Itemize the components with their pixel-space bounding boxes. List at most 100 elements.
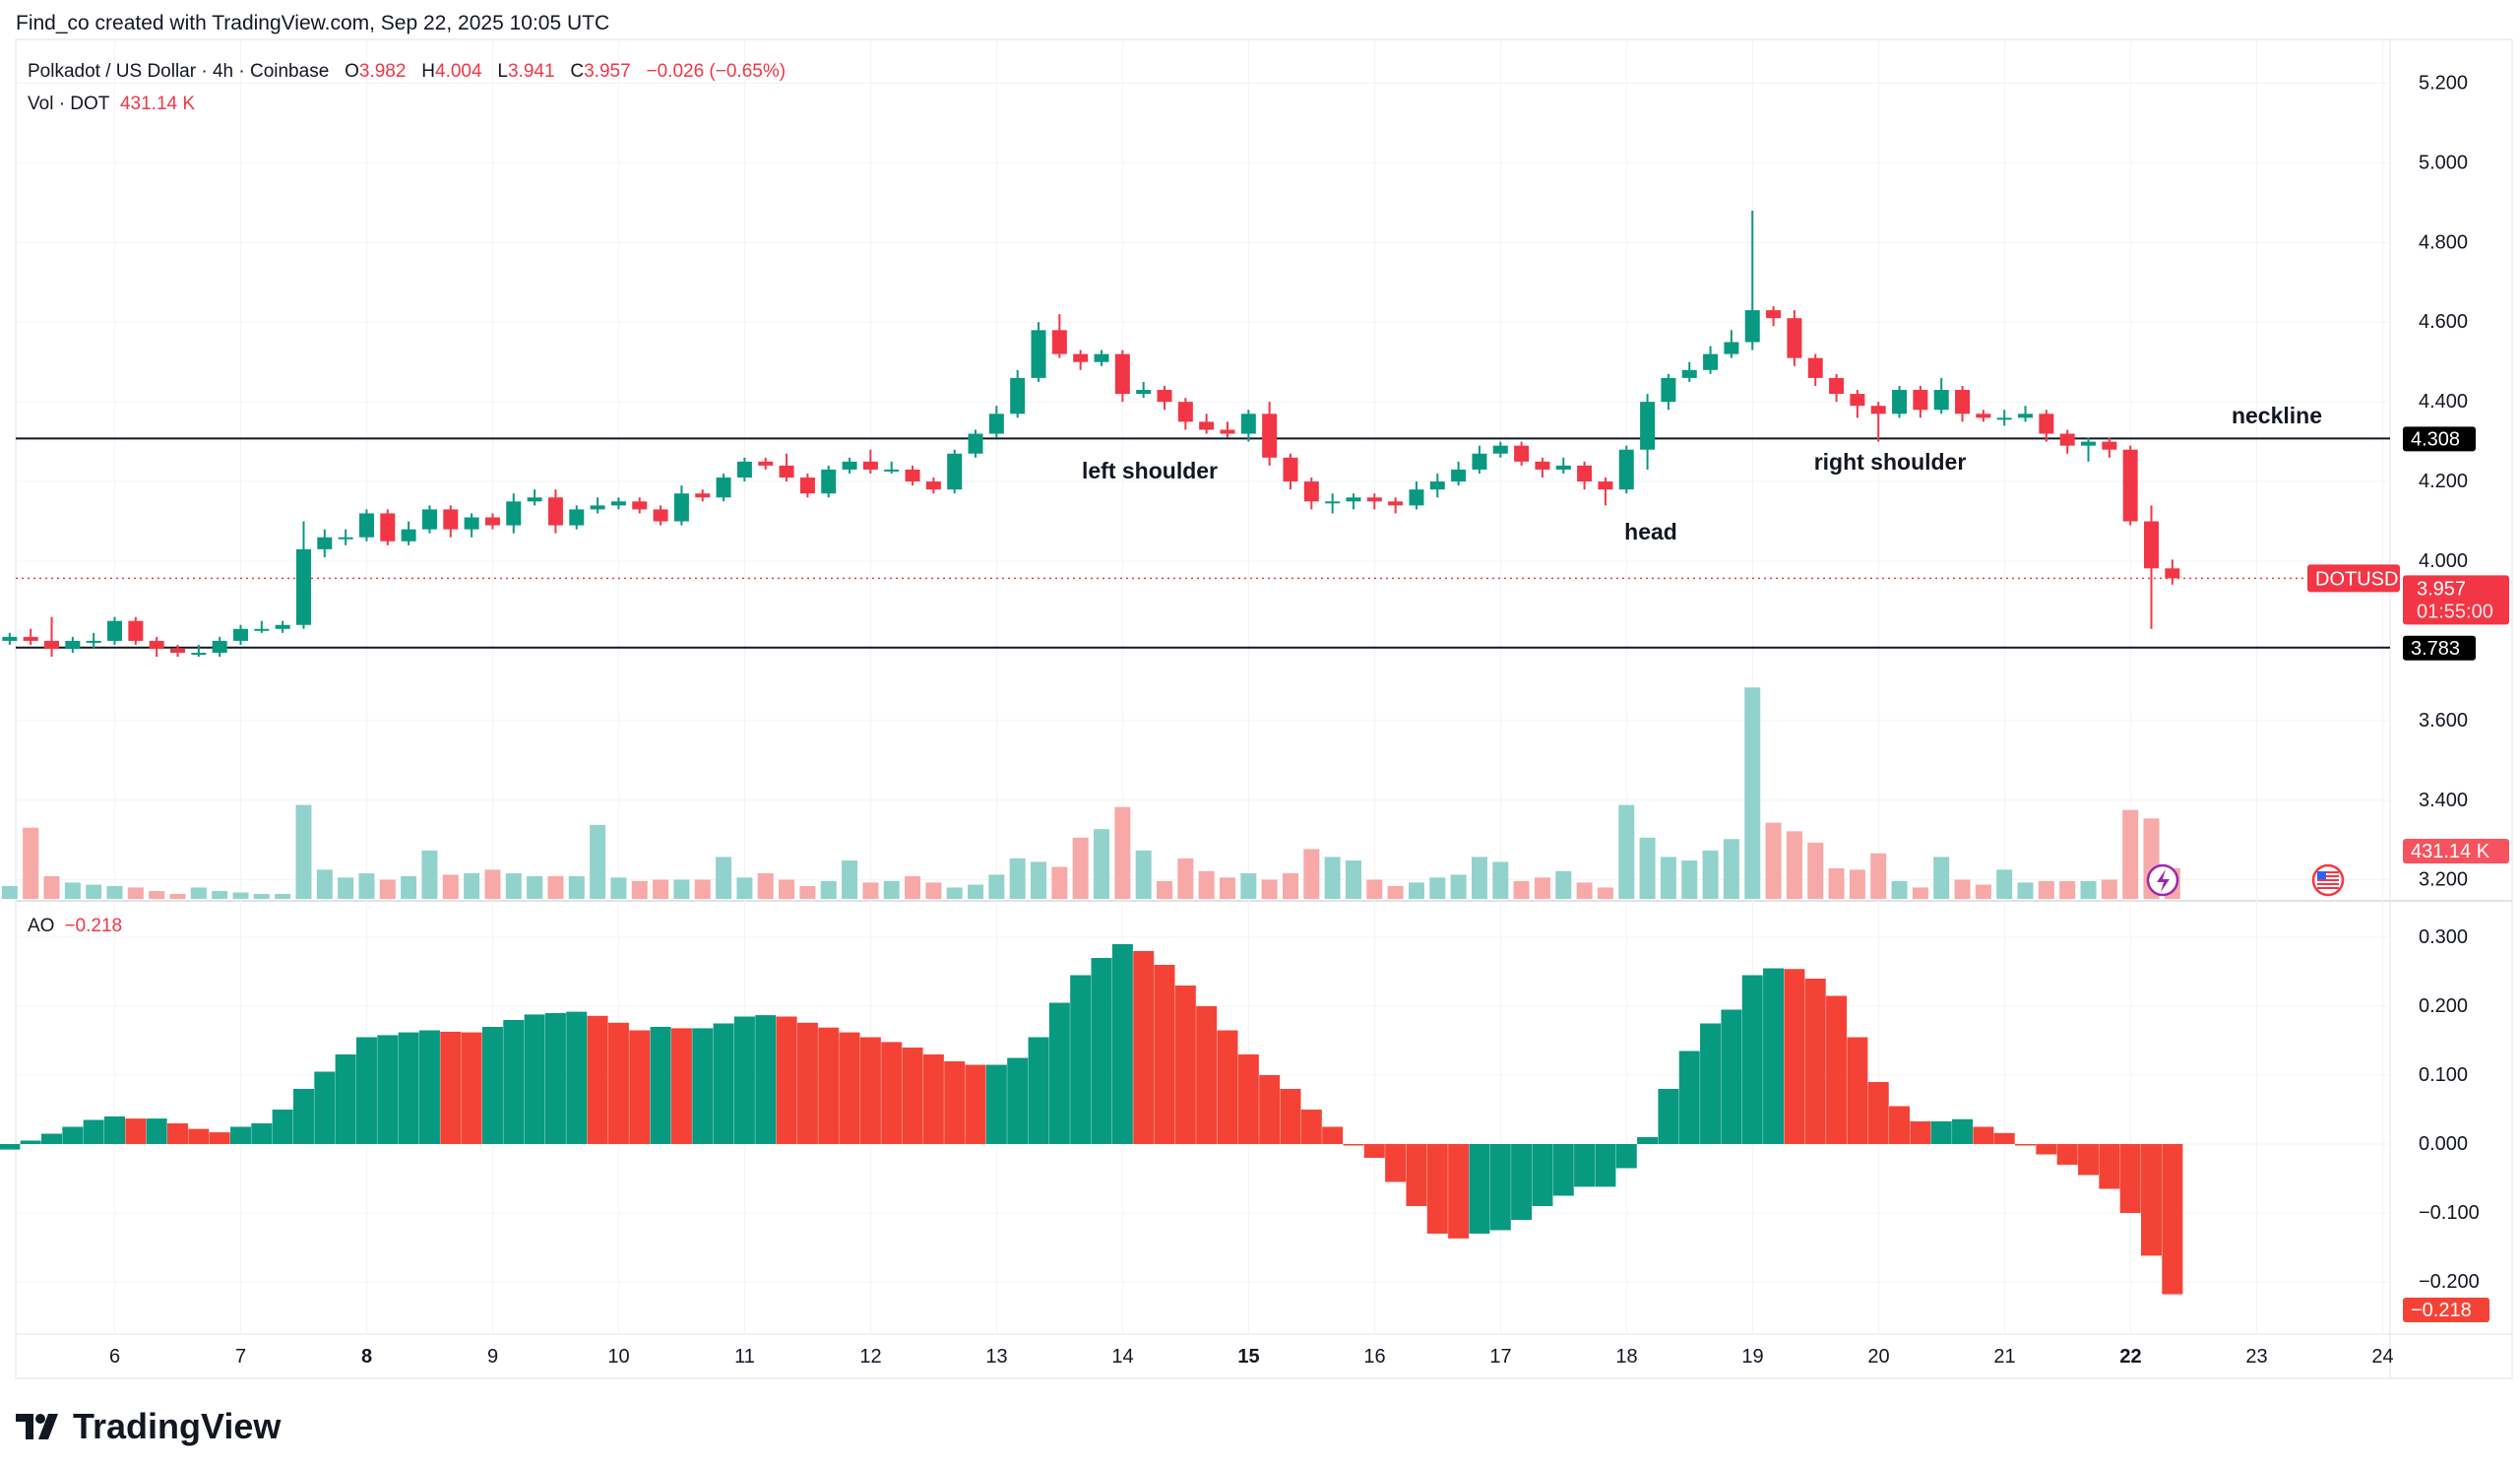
candle-body[interactable] bbox=[2102, 441, 2117, 450]
candle-body[interactable] bbox=[653, 509, 668, 522]
candle-body[interactable] bbox=[716, 478, 731, 498]
candle-body[interactable] bbox=[1429, 481, 1445, 490]
candle-body[interactable] bbox=[1598, 481, 1613, 490]
candle-body[interactable] bbox=[842, 461, 857, 470]
candle-body[interactable] bbox=[1051, 330, 1067, 354]
candle-body[interactable] bbox=[1996, 417, 2012, 420]
candle-body[interactable] bbox=[1492, 445, 1508, 454]
candle-body[interactable] bbox=[295, 548, 311, 625]
candle-body[interactable] bbox=[401, 529, 416, 541]
candle-body[interactable] bbox=[758, 461, 774, 466]
candle-body[interactable] bbox=[1829, 377, 1845, 395]
candle-body[interactable] bbox=[1618, 449, 1634, 490]
candle-body[interactable] bbox=[547, 497, 563, 526]
candle-body[interactable] bbox=[1073, 353, 1089, 362]
candle-body[interactable] bbox=[2144, 521, 2160, 569]
candle-body[interactable] bbox=[1807, 357, 1823, 378]
candle-body[interactable] bbox=[1577, 465, 1593, 482]
candle-body[interactable] bbox=[1472, 453, 1487, 470]
candle-body[interactable] bbox=[1114, 353, 1130, 395]
candle-body[interactable] bbox=[695, 493, 711, 498]
candle-body[interactable] bbox=[1451, 469, 1467, 482]
candle-body[interactable] bbox=[673, 493, 689, 522]
candle-body[interactable] bbox=[1661, 377, 1676, 403]
candle-body[interactable] bbox=[1136, 390, 1152, 395]
candle-body[interactable] bbox=[254, 628, 270, 631]
candle-body[interactable] bbox=[86, 640, 101, 643]
candle-body[interactable] bbox=[1514, 445, 1530, 462]
candle-body[interactable] bbox=[1157, 390, 1172, 403]
candle-body[interactable] bbox=[2, 636, 18, 641]
candle-body[interactable] bbox=[1303, 481, 1319, 502]
candle-body[interactable] bbox=[1850, 394, 1865, 407]
candle-body[interactable] bbox=[799, 478, 815, 494]
candle-body[interactable] bbox=[212, 640, 227, 654]
candle-body[interactable] bbox=[988, 414, 1004, 434]
annotation-right-shoulder[interactable]: right shoulder bbox=[1814, 449, 1967, 475]
candle-body[interactable] bbox=[1325, 501, 1341, 504]
candle-body[interactable] bbox=[1933, 390, 1949, 411]
annotation-neckline[interactable]: neckline bbox=[2232, 403, 2322, 428]
candle-body[interactable] bbox=[1555, 465, 1571, 470]
candle-body[interactable] bbox=[1640, 402, 1656, 450]
candle-body[interactable] bbox=[1955, 390, 1971, 414]
candle-body[interactable] bbox=[527, 497, 542, 502]
candle-body[interactable] bbox=[1892, 390, 1908, 414]
candle-body[interactable] bbox=[2018, 414, 2034, 418]
candle-body[interactable] bbox=[2059, 433, 2075, 446]
candle-body[interactable] bbox=[443, 509, 459, 530]
candle-body[interactable] bbox=[947, 453, 963, 490]
candle-body[interactable] bbox=[1220, 429, 1235, 434]
candle-body[interactable] bbox=[610, 501, 626, 506]
candle-body[interactable] bbox=[65, 640, 81, 650]
candle-body[interactable] bbox=[905, 469, 920, 482]
candle-body[interactable] bbox=[128, 620, 144, 641]
annotation-head[interactable]: head bbox=[1624, 519, 1677, 544]
candle-body[interactable] bbox=[464, 517, 479, 530]
candle-body[interactable] bbox=[1724, 342, 1739, 354]
candle-body[interactable] bbox=[275, 624, 290, 629]
symbol-title[interactable]: Polkadot / US Dollar · 4h · Coinbase bbox=[28, 61, 330, 82]
candle-body[interactable] bbox=[1976, 414, 1991, 418]
candle-body[interactable] bbox=[1177, 402, 1193, 422]
candle-body[interactable] bbox=[925, 481, 941, 490]
candle-body[interactable] bbox=[821, 469, 837, 494]
candle-body[interactable] bbox=[232, 628, 248, 641]
candle-body[interactable] bbox=[191, 653, 207, 656]
candle-body[interactable] bbox=[169, 649, 185, 654]
candle-body[interactable] bbox=[421, 509, 437, 530]
candle-body[interactable] bbox=[1535, 461, 1550, 470]
candle-body[interactable] bbox=[1766, 310, 1782, 319]
candle-body[interactable] bbox=[1199, 421, 1215, 430]
candle-body[interactable] bbox=[1913, 390, 1928, 411]
candle-body[interactable] bbox=[1870, 406, 1886, 414]
candle-body[interactable] bbox=[569, 509, 585, 526]
candle-body[interactable] bbox=[484, 517, 500, 526]
candle-body[interactable] bbox=[1366, 497, 1382, 502]
candle-body[interactable] bbox=[1703, 353, 1719, 370]
candle-body[interactable] bbox=[1388, 501, 1404, 506]
candle-body[interactable] bbox=[862, 461, 878, 470]
candle-body[interactable] bbox=[149, 640, 164, 650]
candle-body[interactable] bbox=[1283, 457, 1298, 482]
candle-body[interactable] bbox=[23, 636, 38, 641]
candle-body[interactable] bbox=[884, 469, 900, 472]
candle-body[interactable] bbox=[506, 501, 522, 526]
candle-body[interactable] bbox=[358, 513, 374, 538]
candle-body[interactable] bbox=[632, 501, 648, 510]
candle-body[interactable] bbox=[2039, 414, 2054, 434]
tradingview-logo[interactable]: TradingView bbox=[16, 1406, 281, 1447]
candle-body[interactable] bbox=[2081, 441, 2097, 446]
candle-body[interactable] bbox=[1262, 414, 1278, 458]
candle-body[interactable] bbox=[2165, 568, 2180, 579]
candle-body[interactable] bbox=[1409, 489, 1424, 506]
candle-body[interactable] bbox=[779, 465, 794, 478]
candle-body[interactable] bbox=[1010, 377, 1026, 414]
candle-body[interactable] bbox=[1031, 330, 1046, 378]
candle-body[interactable] bbox=[1681, 369, 1697, 378]
volume-label[interactable]: Vol · DOT bbox=[28, 94, 110, 114]
candle-body[interactable] bbox=[317, 537, 333, 549]
candle-body[interactable] bbox=[380, 513, 396, 541]
candle-body[interactable] bbox=[968, 433, 983, 454]
